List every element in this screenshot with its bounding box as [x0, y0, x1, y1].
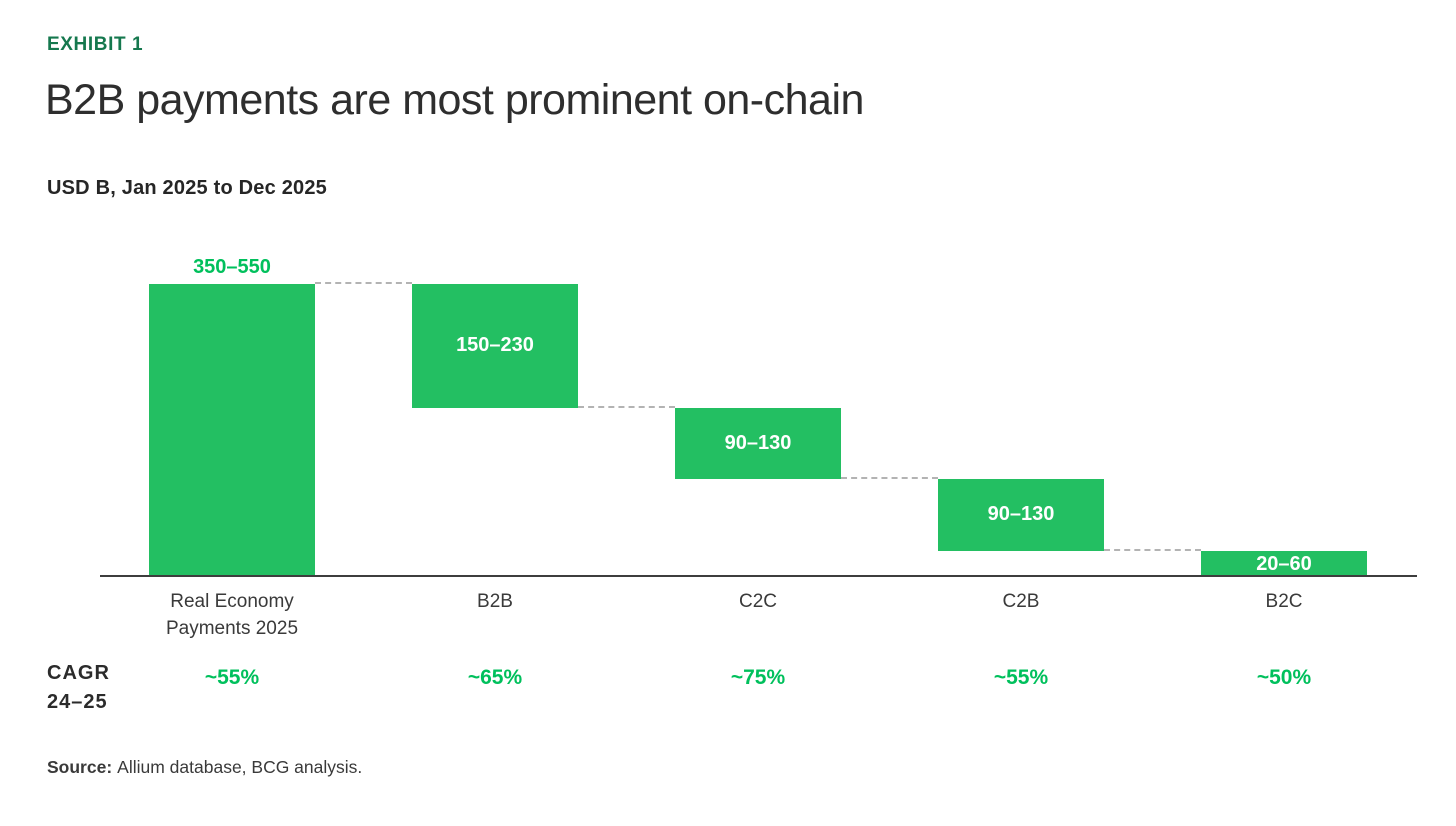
connector-line: [841, 477, 938, 480]
category-axis-label: Real Economy Payments 2025: [165, 591, 299, 639]
bar-value-label: 90–130: [724, 431, 792, 454]
chart-unit-subtitle: USD B, Jan 2025 to Dec 2025: [47, 177, 327, 199]
connector-line: [315, 282, 412, 284]
cagr-value: ~75%: [730, 666, 786, 689]
source-line: Source: Allium database, BCG analysis.: [47, 757, 362, 778]
cagr-label-line1: CAGR: [47, 662, 110, 684]
category-axis-label: B2C: [1265, 591, 1303, 612]
connector-line: [578, 405, 675, 408]
bar-value-label: 20–60: [1256, 552, 1312, 575]
category-axis-label: B2B: [477, 591, 513, 612]
cagr-row-label: CAGR 24–25: [47, 659, 110, 717]
waterfall-bar: [675, 407, 841, 480]
cagr-value: ~65%: [467, 666, 523, 689]
waterfall-bar: [1201, 550, 1367, 577]
source-label: Source:: [47, 757, 113, 777]
cagr-value: ~55%: [993, 666, 1049, 689]
cagr-value: ~50%: [1256, 666, 1312, 689]
category-axis-label: C2C: [738, 591, 777, 612]
waterfall-bar: [938, 479, 1104, 551]
bar-value-label: 350–550: [193, 256, 271, 278]
bar-value-label: 150–230: [456, 334, 534, 356]
waterfall-bar: [149, 284, 315, 577]
waterfall-bar: [412, 284, 578, 408]
x-axis-line: [100, 575, 1417, 577]
cagr-label-line2: 24–25: [47, 691, 108, 713]
exhibit-label: EXHIBIT 1: [47, 34, 144, 55]
source-text: Allium database, BCG analysis.: [117, 757, 363, 777]
page-title: B2B payments are most prominent on-chain: [45, 76, 864, 124]
bar-value-label: 90–130: [987, 503, 1055, 526]
category-axis-label: C2B: [1002, 591, 1040, 612]
cagr-value: ~55%: [204, 666, 260, 689]
connector-line: [1104, 548, 1201, 551]
